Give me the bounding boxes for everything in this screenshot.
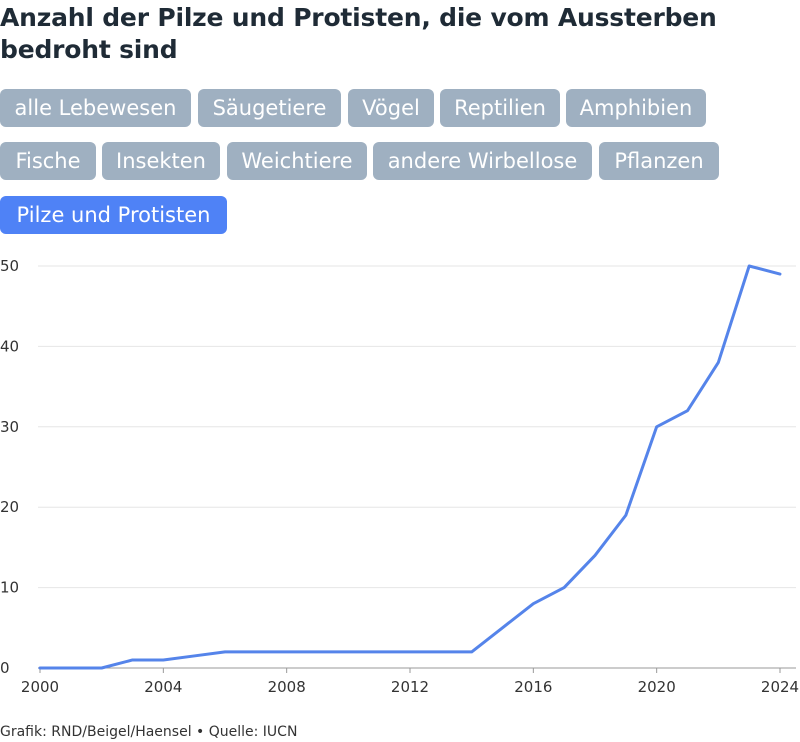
x-tick-label: 2000 — [21, 678, 59, 696]
filter-button-saeugetiere[interactable]: Säugetiere — [198, 89, 341, 127]
filter-button-andere-wirbellose[interactable]: andere Wirbellose — [373, 142, 592, 180]
series-layer — [38, 264, 782, 670]
filter-button-voegel[interactable]: Vögel — [348, 89, 434, 127]
filter-button-pflanzen[interactable]: Pflanzen — [599, 142, 719, 180]
y-tick-label: 0 — [0, 659, 10, 677]
y-tick-label: 10 — [0, 579, 19, 597]
y-tick-label: 40 — [0, 337, 19, 355]
line-chart: 0 10 20 30 40 50 2000 2004 2008 2012 2016 2020 2024 — [0, 257, 799, 696]
filter-button-alle-lebewesen[interactable]: alle Lebewesen — [0, 89, 191, 127]
x-tick-label: 2012 — [391, 678, 429, 696]
filter-button-fische[interactable]: Fische — [0, 142, 96, 180]
x-tick-label: 2024 — [761, 678, 799, 696]
axes: 0 10 20 30 40 50 2000 2004 2008 2012 2016 2020 2024 — [0, 257, 799, 696]
filter-button-pilze-und-protisten[interactable]: Pilze und Protisten — [0, 196, 227, 234]
x-tick-label: 2020 — [638, 678, 676, 696]
filter-button-insekten[interactable]: Insekten — [102, 142, 220, 180]
gridlines — [38, 265, 796, 669]
y-tick-label: 20 — [0, 498, 19, 516]
x-tick-label: 2008 — [268, 678, 306, 696]
filter-button-weichtiere[interactable]: Weichtiere — [227, 142, 367, 180]
y-tick-label: 50 — [0, 257, 19, 275]
y-tick-label: 30 — [0, 418, 19, 436]
filter-button-reptilien[interactable]: Reptilien — [440, 89, 560, 127]
x-tick-label: 2016 — [514, 678, 552, 696]
x-tick-label: 2004 — [144, 678, 182, 696]
filter-button-amphibien[interactable]: Amphibien — [566, 89, 706, 127]
source-credit: Grafik: RND/Beigel/Haensel • Quelle: IUC… — [0, 724, 298, 740]
chart-title: Anzahl der Pilze und Protisten, die vom … — [0, 3, 717, 64]
series-line — [38, 264, 782, 670]
